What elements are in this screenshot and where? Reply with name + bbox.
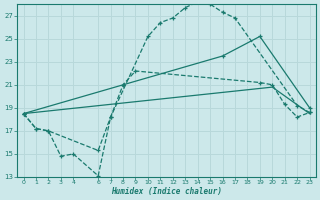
X-axis label: Humidex (Indice chaleur): Humidex (Indice chaleur) <box>111 187 222 196</box>
